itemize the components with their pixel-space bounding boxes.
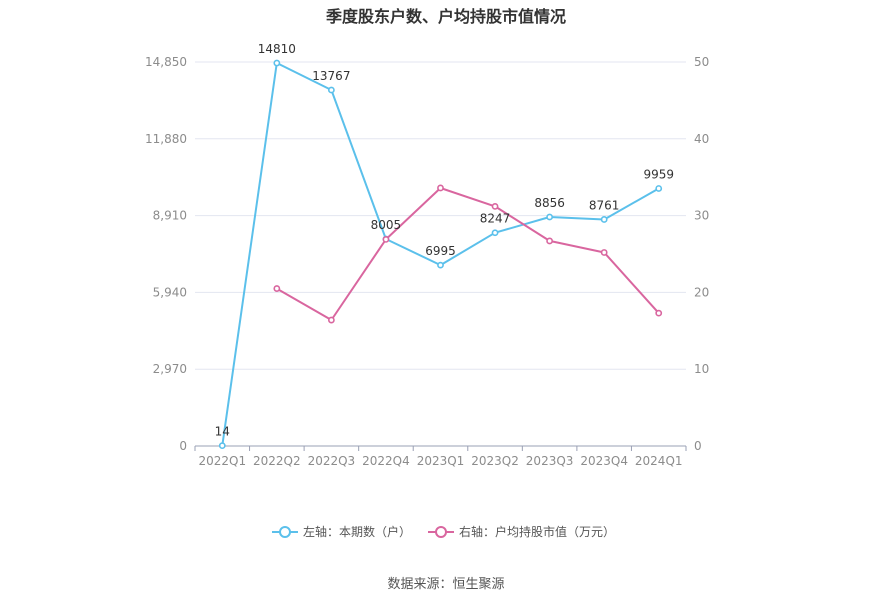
y-right-tick-label: 40 xyxy=(694,132,709,146)
data-label: 8761 xyxy=(589,198,620,212)
data-label: 6995 xyxy=(425,244,456,258)
legend-marker xyxy=(279,526,291,538)
point-left[interactable] xyxy=(655,185,663,192)
y-left-tick-label: 8,910 xyxy=(153,209,187,223)
x-tick-label: 2022Q3 xyxy=(308,454,356,468)
data-label: 8005 xyxy=(371,218,402,232)
y-right-tick-label: 20 xyxy=(694,285,709,299)
series-line-right xyxy=(276,187,660,321)
y-left-tick-label: 2,970 xyxy=(153,362,187,376)
point-right[interactable] xyxy=(655,309,663,317)
series-layer xyxy=(218,59,663,450)
chart-title: 季度股东户数、户均持股市值情况 xyxy=(325,7,566,26)
point-left[interactable] xyxy=(273,59,281,67)
data-label: 14 xyxy=(215,425,230,439)
point-left[interactable] xyxy=(546,213,554,221)
legend-item[interactable]: 右轴：户均持股市值（万元） xyxy=(428,524,615,539)
legend-marker xyxy=(435,526,447,538)
x-tick-label: 2023Q3 xyxy=(526,454,574,468)
data-label: 14810 xyxy=(258,42,296,56)
point-right[interactable] xyxy=(437,184,444,192)
point-left[interactable] xyxy=(600,216,608,223)
point-right[interactable] xyxy=(546,237,554,245)
x-tick-label: 2022Q2 xyxy=(253,454,301,468)
y-right-tick-label: 30 xyxy=(694,209,709,223)
y-left-tick-label: 14,850 xyxy=(145,55,187,69)
point-right[interactable] xyxy=(273,285,281,292)
x-tick-label: 2024Q1 xyxy=(635,454,683,468)
y-right-tick-label: 50 xyxy=(694,55,709,69)
y-right-tick-label: 10 xyxy=(694,362,709,376)
data-label: 13767 xyxy=(312,69,350,83)
y-left-tick-label: 5,940 xyxy=(153,285,187,299)
point-left[interactable] xyxy=(327,86,335,94)
legend[interactable]: 左轴：本期数（户） 右轴：户均持股市值（万元） xyxy=(272,524,615,539)
legend-label: 左轴：本期数（户） xyxy=(303,524,411,539)
data-label: 9959 xyxy=(643,167,674,181)
legend-label: 右轴：户均持股市值（万元） xyxy=(459,524,615,539)
data-label: 8856 xyxy=(534,196,565,210)
point-right[interactable] xyxy=(382,236,390,243)
point-right[interactable] xyxy=(327,316,335,324)
data-labels: 14 14810 13767 8005 6995 8247 8856 8761 9959 xyxy=(215,42,674,439)
x-tick-label: 2023Q4 xyxy=(580,454,628,468)
point-right[interactable] xyxy=(600,249,608,256)
x-tick-label: 2022Q1 xyxy=(198,454,246,468)
x-tick-label: 2022Q4 xyxy=(362,454,410,468)
y-right-tick-label: 0 xyxy=(694,439,702,453)
point-left[interactable] xyxy=(218,442,226,450)
x-tick-label: 2023Q1 xyxy=(417,454,465,468)
axes: 0 2,970 5,940 8,910 11,880 14,850 0 10 20 30 40 50 2… xyxy=(145,55,709,468)
source-note: 数据来源：恒生聚源 xyxy=(387,577,504,592)
point-left[interactable] xyxy=(437,261,444,269)
point-right[interactable] xyxy=(491,202,499,210)
y-left-tick-label: 0 xyxy=(179,439,187,453)
y-left-tick-label: 11,880 xyxy=(145,132,187,146)
legend-item[interactable]: 左轴：本期数（户） xyxy=(272,524,411,539)
point-left[interactable] xyxy=(491,229,499,237)
data-label: 8247 xyxy=(480,212,511,226)
x-tick-label: 2023Q2 xyxy=(471,454,519,468)
